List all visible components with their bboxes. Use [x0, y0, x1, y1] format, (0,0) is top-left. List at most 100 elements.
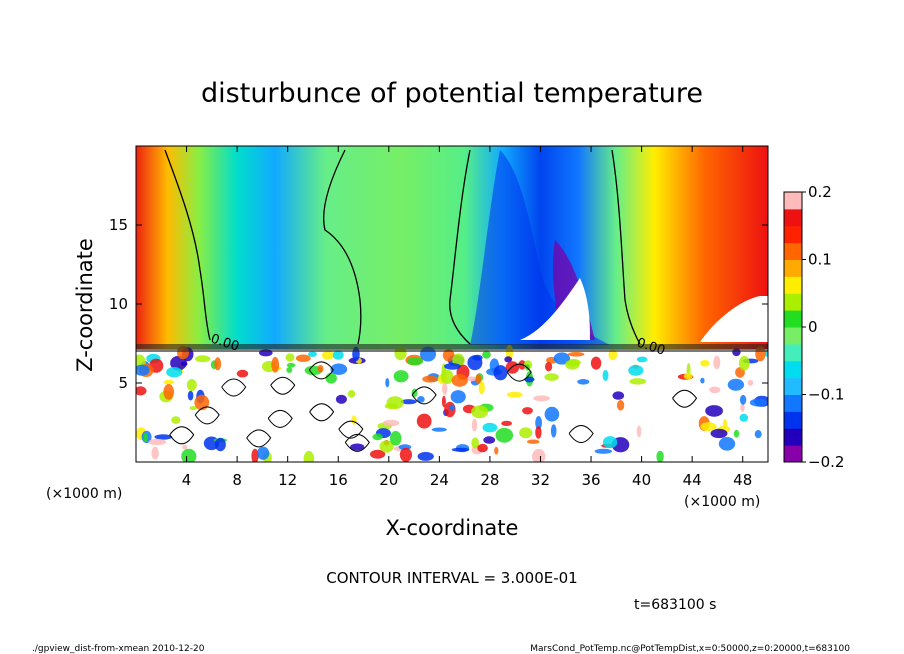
x-tick-label: 32 — [531, 471, 550, 489]
turbulence-cell — [451, 447, 470, 452]
turbulence-cell — [544, 406, 560, 422]
turbulence-cell — [749, 398, 768, 407]
turbulence-cell — [431, 427, 447, 432]
turbulence-cell — [602, 370, 609, 381]
turbulence-cell — [151, 446, 159, 460]
turbulence-cell — [154, 434, 173, 440]
turbulence-cell — [389, 431, 402, 446]
x-tick-label: 28 — [480, 471, 499, 489]
turbulence-cell — [351, 415, 357, 425]
turbulence-cell — [379, 440, 394, 453]
turbulence-cell — [733, 429, 740, 438]
turbulence-cell — [522, 407, 533, 415]
turbulence-cell — [740, 403, 745, 412]
turbulence-cell — [602, 436, 618, 449]
contour-line — [221, 378, 247, 397]
turbulence-cell — [471, 405, 489, 419]
turbulence-cell — [544, 373, 559, 381]
turbulence-cell — [683, 372, 693, 380]
turbulence-cell — [700, 360, 710, 367]
turbulence-cell — [163, 379, 175, 385]
plot-area: 0.00 0.00 — [136, 146, 768, 462]
time-text: t=683100 s — [634, 597, 716, 613]
x-tick-label: 44 — [683, 471, 702, 489]
turbulence-cell — [236, 369, 249, 378]
colorbar — [784, 192, 802, 463]
turbulence-cell — [372, 433, 383, 441]
turbulence-cell — [739, 394, 747, 405]
x-tick-label: 8 — [232, 471, 242, 489]
x-axis-label: X-coordinate — [386, 516, 519, 540]
turbulence-cell — [182, 444, 188, 450]
turbulence-cell — [406, 357, 424, 366]
turbulence-cell — [594, 448, 612, 454]
turbulence-cell — [385, 378, 390, 388]
colorbar-swatch — [784, 259, 802, 277]
contour-line — [323, 149, 362, 345]
turbulence-cell — [482, 422, 498, 433]
turbulence-cell — [754, 430, 762, 439]
colorbar-swatch — [784, 225, 802, 244]
contour-line — [506, 363, 532, 382]
turbulence-cell — [590, 356, 602, 370]
x-tick-label: 4 — [182, 471, 192, 489]
turbulence-cell — [709, 386, 721, 394]
turbulence-cell — [325, 372, 337, 384]
contour-line — [164, 149, 211, 341]
turbulence-cell — [612, 391, 625, 400]
turbulence-cell — [705, 405, 723, 417]
turbulence-cell — [444, 363, 461, 370]
contour-line — [246, 429, 272, 448]
turbulence-cell — [286, 362, 296, 368]
turbulence-cell — [449, 404, 455, 411]
turbulence-cell — [194, 394, 210, 411]
x-tick-label: 40 — [632, 471, 651, 489]
colorbar-swatch — [784, 394, 802, 412]
contour-line — [308, 361, 334, 380]
footer-right: MarsCond_PotTemp.nc@PotTempDist,x=0:5000… — [530, 644, 850, 654]
contour-line — [338, 420, 364, 439]
turbulence-cell — [494, 446, 499, 455]
turbulence-cell — [532, 448, 546, 462]
y-tick-label: 5 — [118, 374, 128, 392]
warm-cap-right — [700, 296, 768, 342]
turbulence-cell — [739, 413, 749, 422]
turbulence-cell — [170, 355, 187, 371]
x-axis: 4 8 12 16 20 24 28 32 36 40 44 48 — [182, 146, 752, 489]
turbulence-cell — [501, 420, 512, 426]
x-unit-left: (×1000 m) — [46, 486, 122, 502]
turbulence-cell — [350, 443, 365, 451]
turbulence-cell — [347, 390, 356, 398]
contour-line — [568, 425, 594, 443]
contour-line — [194, 406, 220, 425]
turbulence-cell — [416, 413, 432, 429]
turbulence-cell — [700, 377, 705, 384]
colorbar-swatch — [784, 293, 802, 311]
lower-layer-turbulence — [136, 344, 768, 462]
x-unit-right: (×1000 m) — [684, 494, 760, 510]
turbulence-cell — [710, 428, 728, 439]
turbulence-cell — [214, 357, 222, 371]
turbulence-cell — [257, 446, 270, 460]
turbulence-cell — [332, 350, 344, 360]
turbulence-cell — [478, 381, 485, 395]
turbulence-cell — [251, 448, 259, 462]
turbulence-cell — [321, 350, 335, 360]
contour-interval-text: CONTOUR INTERVAL = 3.000E-01 — [326, 569, 577, 587]
turbulence-cell — [636, 356, 648, 363]
turbulence-cell — [628, 365, 644, 376]
contour-line — [267, 409, 293, 428]
colorbar-swatch — [784, 343, 802, 362]
contour-line — [344, 433, 370, 452]
turbulence-cell — [422, 375, 438, 383]
turbulence-cell — [533, 395, 550, 402]
contour-line — [270, 376, 296, 395]
turbulence-cell — [747, 379, 754, 386]
turbulence-cell — [383, 419, 400, 427]
turbulence-cell — [330, 363, 348, 375]
turbulence-cell — [727, 378, 745, 391]
turbulence-cell — [195, 355, 211, 363]
turbulence-cell — [713, 355, 721, 370]
turbulence-cell — [636, 425, 642, 438]
x-tick-label: 12 — [278, 471, 297, 489]
